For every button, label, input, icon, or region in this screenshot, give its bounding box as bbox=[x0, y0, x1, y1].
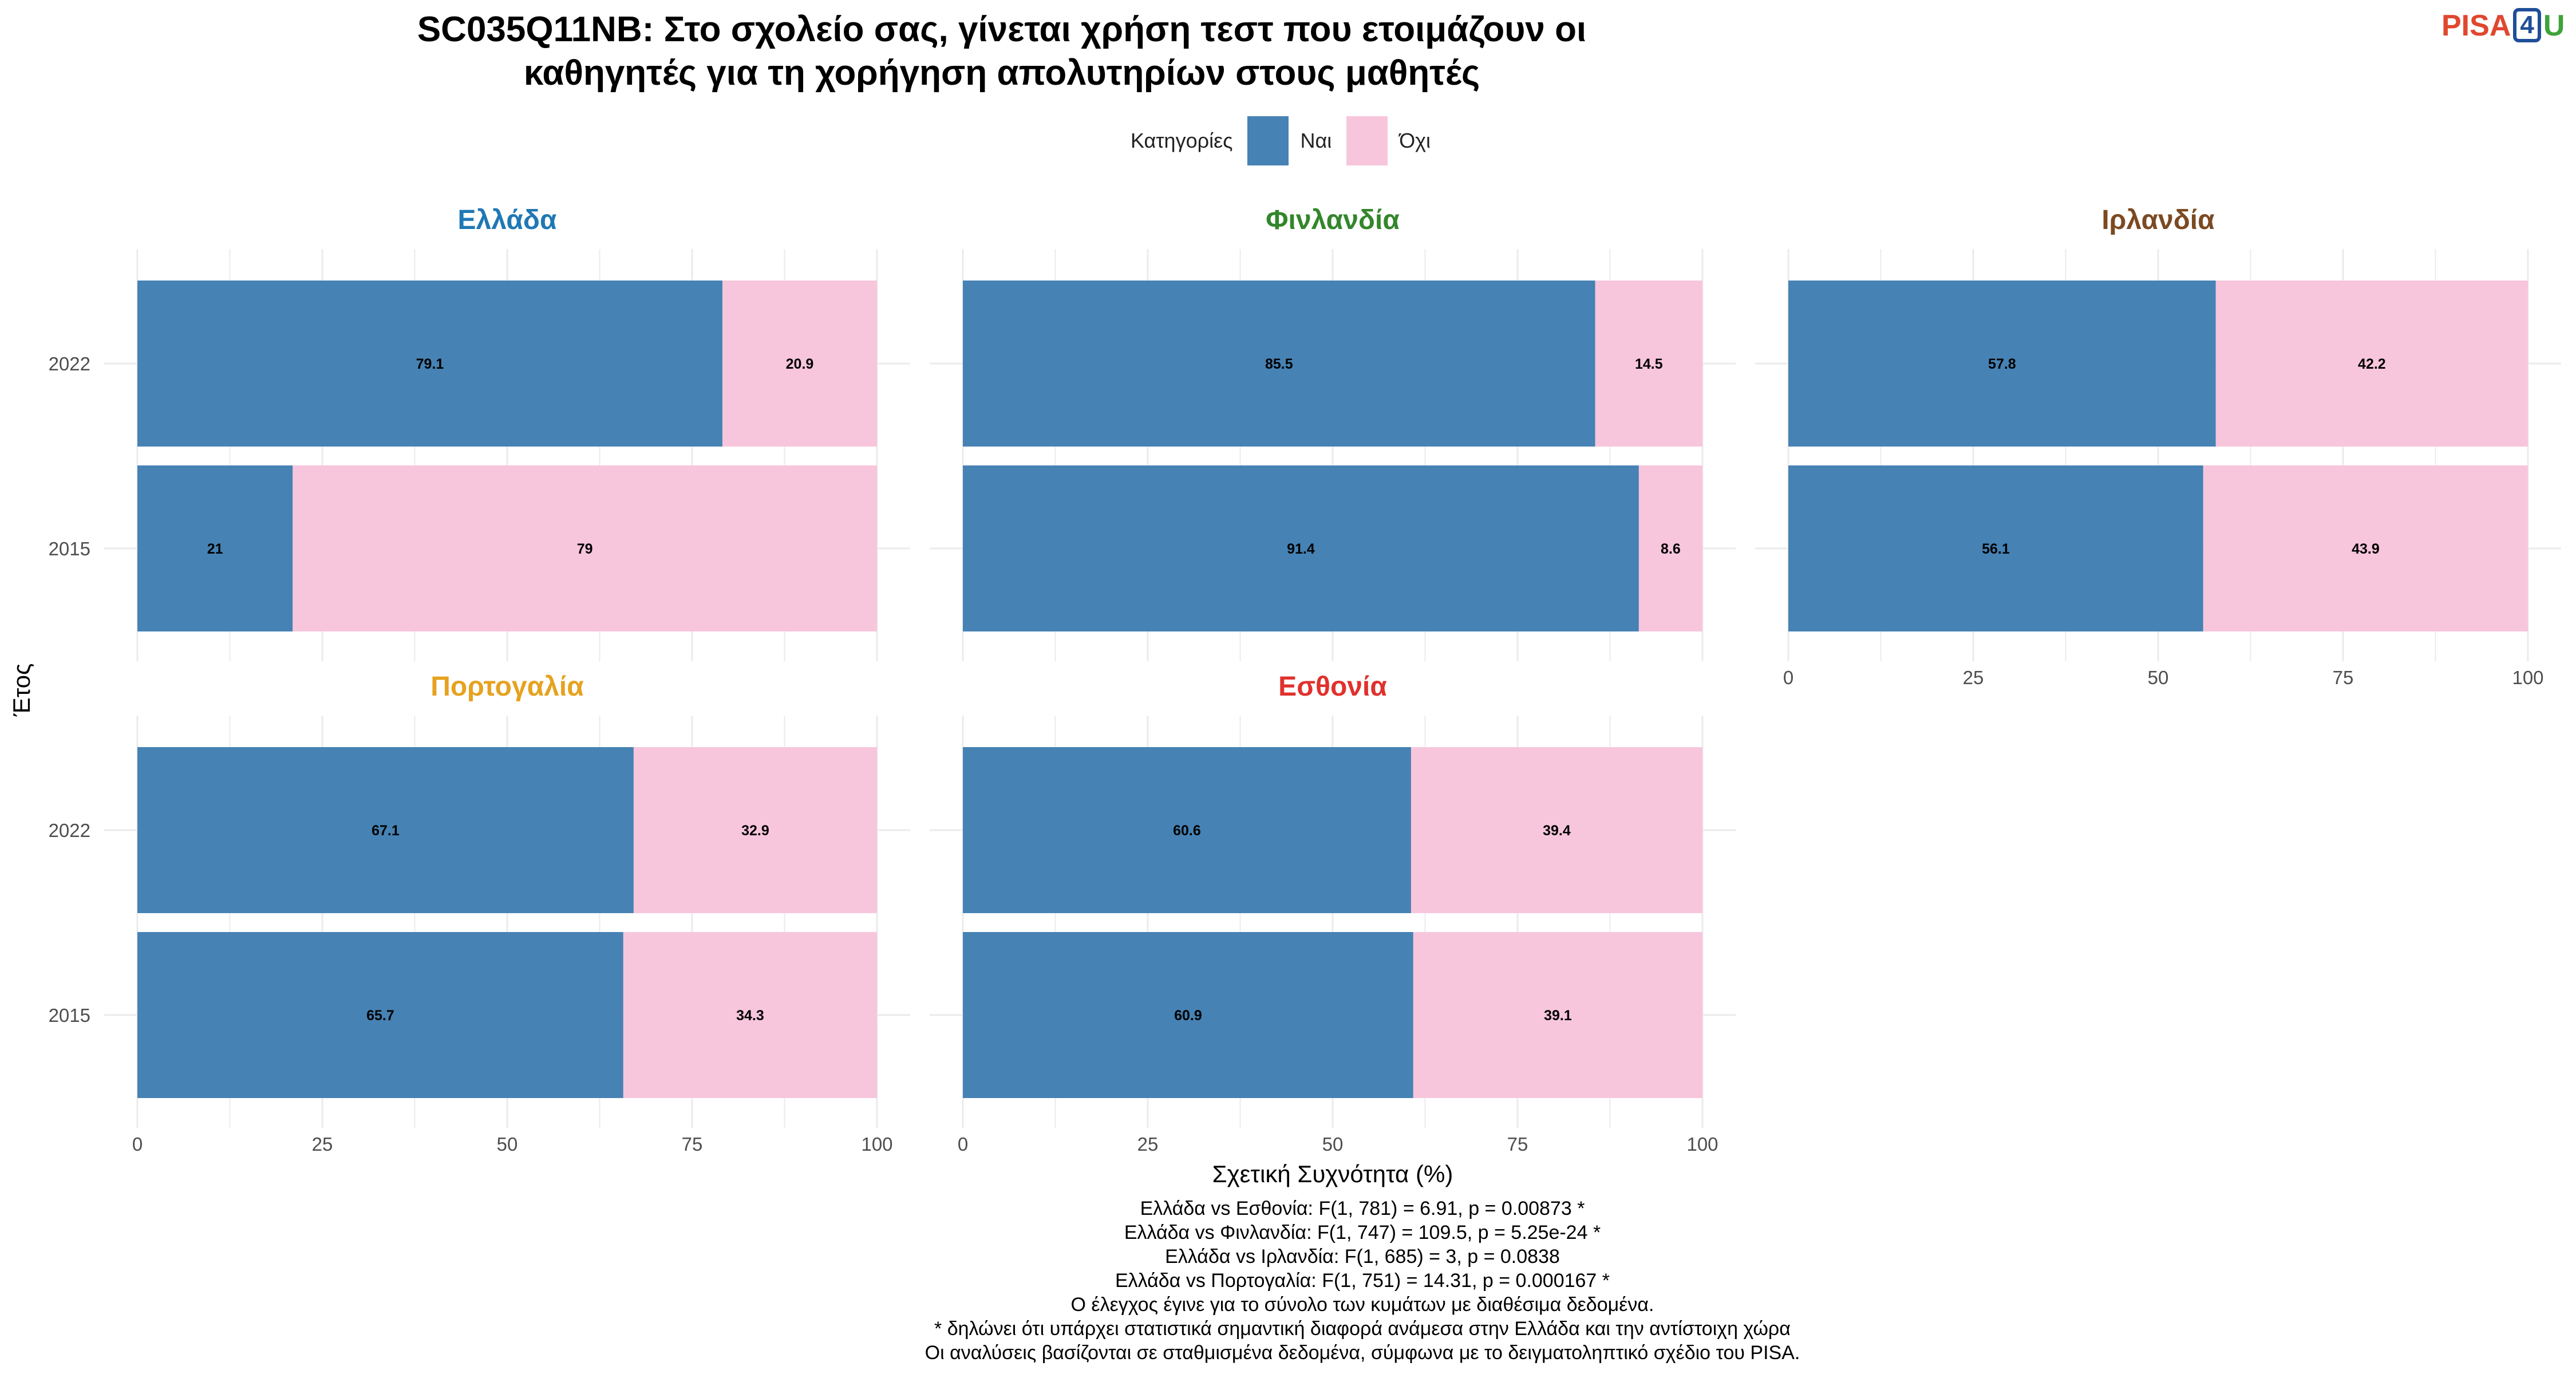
legend-key-nai bbox=[1247, 116, 1289, 165]
bar-segment-nai bbox=[1788, 281, 2216, 447]
bar-segment-nai bbox=[137, 281, 722, 447]
note-line: Οι αναλύσεις βασίζονται σε σταθμισμένα δ… bbox=[924, 1342, 1800, 1364]
panel-title: Εσθονία bbox=[1278, 672, 1387, 702]
panel-title: Φινλανδία bbox=[1266, 205, 1400, 235]
data-label: 85.5 bbox=[1265, 356, 1293, 372]
bar-segment-nai bbox=[963, 932, 1413, 1098]
bar-segment-nai bbox=[1788, 465, 2203, 631]
note-line: Ελλάδα vs Πορτογαλία: F(1, 751) = 14.31,… bbox=[1115, 1270, 1610, 1292]
data-label: 14.5 bbox=[1635, 356, 1663, 372]
note-line: * δηλώνει ότι υπάρχει στατιστικά σημαντι… bbox=[934, 1318, 1791, 1340]
x-tick-label: 100 bbox=[1686, 1134, 1718, 1155]
logo-text-4: 4 bbox=[2513, 8, 2541, 42]
bar-segment-oxi bbox=[633, 747, 877, 913]
legend-label-nai: Ναι bbox=[1300, 129, 1332, 152]
data-label: 34.3 bbox=[736, 1008, 764, 1024]
note-line: Ελλάδα vs Εσθονία: F(1, 781) = 6.91, p =… bbox=[1140, 1198, 1585, 1219]
data-label: 39.1 bbox=[1544, 1008, 1572, 1024]
note-line: Ελλάδα vs Φινλανδία: F(1, 747) = 109.5, … bbox=[1124, 1222, 1601, 1243]
data-label: 60.6 bbox=[1173, 823, 1201, 839]
data-label: 65.7 bbox=[366, 1008, 394, 1024]
bar-segment-nai bbox=[137, 465, 293, 631]
x-tick-label: 75 bbox=[2333, 667, 2354, 688]
y-axis-title: Έτος bbox=[8, 664, 35, 717]
data-label: 39.4 bbox=[1543, 823, 1571, 839]
bar-segment-nai bbox=[963, 281, 1595, 447]
bar-segment-oxi bbox=[623, 932, 877, 1098]
bar-segment-oxi bbox=[1638, 465, 1702, 631]
data-label: 91.4 bbox=[1287, 541, 1315, 557]
bar-segment-nai bbox=[137, 747, 634, 913]
data-label: 56.1 bbox=[1982, 541, 2010, 557]
data-label: 21 bbox=[207, 541, 223, 557]
note-line: Ο έλεγχος έγινε για το σύνολο των κυμάτω… bbox=[1070, 1294, 1654, 1316]
panel-title: Πορτογαλία bbox=[430, 672, 584, 702]
bar-segment-oxi bbox=[722, 281, 877, 447]
chart-title: SC035Q11NB: Στο σχολείο σας, γίνεται χρή… bbox=[0, 8, 2004, 95]
x-tick-label: 75 bbox=[1507, 1134, 1528, 1155]
legend-label-oxi: Όχι bbox=[1399, 129, 1431, 152]
pisa4u-logo: PISA 4 U bbox=[2441, 6, 2565, 46]
bar-segment-nai bbox=[137, 932, 623, 1098]
data-label: 67.1 bbox=[372, 823, 400, 839]
note-line: Ελλάδα vs Ιρλανδία: F(1, 685) = 3, p = 0… bbox=[1165, 1246, 1560, 1268]
bar-segment-oxi bbox=[293, 465, 877, 631]
x-axis-title: Σχετική Συχνότητα (%) bbox=[1212, 1160, 1453, 1187]
bar-segment-oxi bbox=[2215, 281, 2528, 447]
x-tick-label: 50 bbox=[2148, 667, 2169, 688]
bar-segment-oxi bbox=[1411, 747, 1702, 913]
panel-title: Ελλάδα bbox=[458, 205, 557, 235]
bar-segment-nai bbox=[963, 465, 1639, 631]
data-label: 32.9 bbox=[741, 823, 769, 839]
x-tick-label: 50 bbox=[497, 1134, 518, 1155]
legend-title: Κατηγορίες bbox=[1130, 129, 1233, 152]
x-tick-label: 25 bbox=[1963, 667, 1984, 688]
x-tick-label: 50 bbox=[1322, 1134, 1344, 1155]
legend-key-oxi bbox=[1346, 116, 1388, 165]
logo-text-pisa: PISA bbox=[2441, 9, 2511, 42]
x-tick-label: 0 bbox=[132, 1134, 143, 1155]
x-tick-label: 100 bbox=[2512, 667, 2543, 688]
x-tick-label: 0 bbox=[1783, 667, 1793, 688]
x-tick-label: 0 bbox=[958, 1134, 968, 1155]
data-label: 60.9 bbox=[1174, 1008, 1202, 1024]
y-tick-label: 2022 bbox=[49, 820, 90, 841]
data-label: 8.6 bbox=[1661, 541, 1681, 557]
data-label: 42.2 bbox=[2358, 356, 2386, 372]
x-tick-label: 75 bbox=[682, 1134, 703, 1155]
bar-segment-oxi bbox=[1413, 932, 1702, 1098]
data-label: 79.1 bbox=[416, 356, 444, 372]
statistical-notes: Ελλάδα vs Εσθονία: F(1, 781) = 6.91, p =… bbox=[0, 1197, 2576, 1365]
data-label: 57.8 bbox=[1988, 356, 2016, 372]
data-label: 20.9 bbox=[786, 356, 814, 372]
logo-text-u: U bbox=[2543, 9, 2565, 42]
x-tick-label: 100 bbox=[861, 1134, 892, 1155]
bar-segment-nai bbox=[963, 747, 1411, 913]
chart-title-line-2: καθηγητές για τη χορήγηση απολυτηρίων στ… bbox=[523, 53, 1480, 93]
x-tick-label: 25 bbox=[312, 1134, 333, 1155]
x-tick-label: 25 bbox=[1137, 1134, 1159, 1155]
bar-segment-oxi bbox=[2203, 465, 2528, 631]
y-tick-label: 2022 bbox=[49, 353, 90, 374]
data-label: 79 bbox=[577, 541, 593, 557]
panel-title: Ιρλανδία bbox=[2101, 205, 2215, 235]
chart-title-line-1: SC035Q11NB: Στο σχολείο σας, γίνεται χρή… bbox=[417, 10, 1587, 49]
legend: Κατηγορίες Ναι Όχι bbox=[0, 114, 2576, 167]
data-label: 43.9 bbox=[2352, 541, 2380, 557]
y-tick-label: 2015 bbox=[49, 538, 90, 559]
y-tick-label: 2015 bbox=[49, 1005, 90, 1026]
bar-segment-oxi bbox=[1595, 281, 1702, 447]
